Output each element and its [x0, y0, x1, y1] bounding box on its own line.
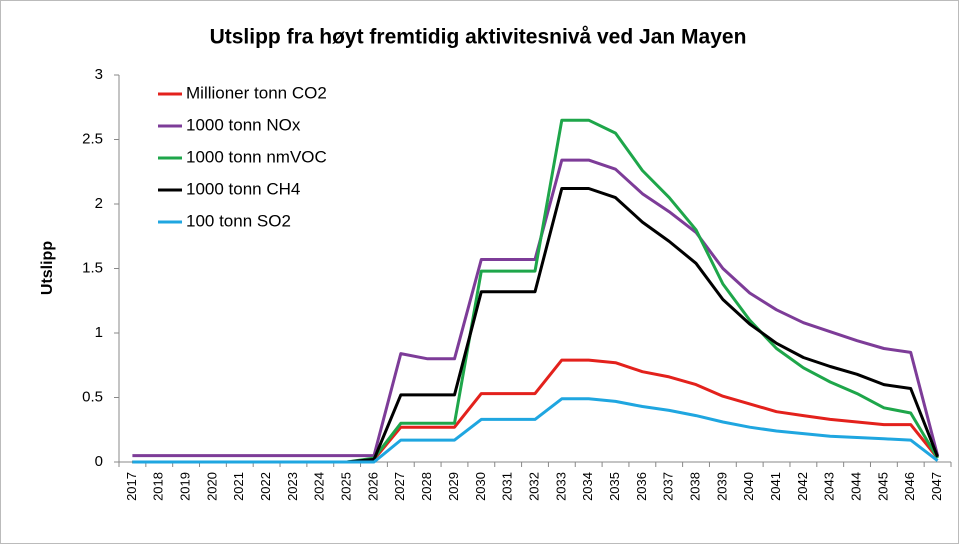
x-tick-label: 2037	[661, 472, 676, 501]
legend-label: 1000 tonn NOx	[186, 115, 301, 134]
x-tick-label: 2044	[849, 472, 864, 501]
x-tick-label: 2020	[204, 472, 219, 501]
x-tick-label: 2032	[526, 472, 541, 501]
x-tick-label: 2046	[902, 472, 917, 501]
x-tick-label: 2028	[419, 472, 434, 501]
x-tick-label: 2047	[929, 472, 944, 501]
x-tick-label: 2017	[124, 472, 139, 501]
y-tick-label: 1.5	[82, 259, 103, 276]
x-tick-label: 2026	[365, 472, 380, 501]
x-tick-label: 2033	[553, 472, 568, 501]
y-tick-label: 2.5	[82, 130, 103, 147]
x-tick-label: 2022	[258, 472, 273, 501]
y-tick-label: 0.5	[82, 388, 103, 405]
series-line	[132, 397, 939, 464]
legend-label: 100 tonn SO2	[186, 211, 291, 230]
x-tick-label: 2039	[714, 472, 729, 501]
x-tick-label: 2031	[500, 472, 515, 501]
x-tick-label: 2030	[473, 472, 488, 501]
y-axis-label: Utslipp	[39, 241, 56, 295]
x-tick-label: 2038	[687, 472, 702, 501]
y-tick-label: 1	[95, 324, 103, 341]
legend-label: 1000 tonn CH4	[186, 179, 300, 198]
y-tick-label: 0	[95, 453, 103, 470]
x-tick-label: 2025	[339, 472, 354, 501]
x-tick-label: 2035	[607, 472, 622, 501]
x-tick-label: 2041	[768, 472, 783, 501]
x-tick-label: 2042	[795, 472, 810, 501]
x-tick-label: 2027	[392, 472, 407, 501]
y-tick-label: 2	[95, 195, 103, 212]
x-tick-label: 2023	[285, 472, 300, 501]
y-tick-label: 3	[95, 66, 103, 83]
x-tick-label: 2043	[822, 472, 837, 501]
x-tick-label: 2024	[312, 472, 327, 501]
legend-label: Millioner tonn CO2	[186, 83, 327, 102]
x-tick-label: 2019	[178, 472, 193, 501]
x-tick-label: 2045	[875, 472, 890, 501]
legend-label: 1000 tonn nmVOC	[186, 147, 327, 166]
series-line	[132, 158, 940, 458]
chart-title: Utslipp fra høyt fremtidig aktivitesnivå…	[210, 26, 747, 49]
x-tick-label: 2018	[151, 472, 166, 501]
x-tick-label: 2036	[634, 472, 649, 501]
x-tick-label: 2029	[446, 472, 461, 501]
x-tick-label: 2040	[741, 472, 756, 501]
x-tick-label: 2034	[580, 472, 595, 501]
x-tick-label: 2021	[231, 472, 246, 501]
